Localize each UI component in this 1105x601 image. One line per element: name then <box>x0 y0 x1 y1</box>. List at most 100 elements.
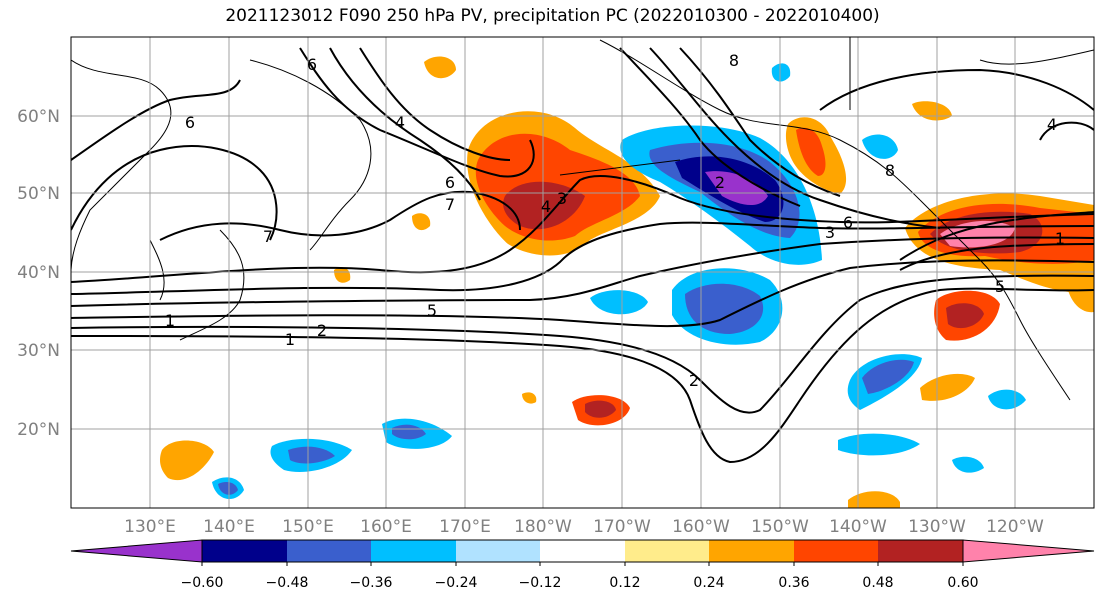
contour-label: 4 <box>541 197 551 216</box>
contour-label: 8 <box>885 161 895 180</box>
pv-contour-3 <box>71 259 1094 328</box>
contour-label: 2 <box>715 173 725 192</box>
coast-japan <box>179 229 245 341</box>
pv-contour-12 <box>679 47 841 197</box>
colorbar-tick-label: −0.60 <box>181 575 224 591</box>
pv-contour-15 <box>71 145 278 241</box>
negative-anomaly-small-1 <box>590 290 648 315</box>
colorbar-segment <box>878 540 963 562</box>
lon-tick-label: 170°E <box>439 517 491 537</box>
negative-anomaly-small-6 <box>862 134 898 159</box>
contour-label: 6 <box>445 173 455 192</box>
lon-tick-label: 170°W <box>593 517 651 537</box>
negative-anomaly-small-4 <box>952 456 984 473</box>
colorbar-tick-label: −0.36 <box>350 575 393 591</box>
contour-label: 1 <box>165 311 175 330</box>
colorbar-segment <box>371 540 456 562</box>
lon-tick-label: 160°W <box>672 517 730 537</box>
lat-tick-label: 60°N <box>17 107 60 127</box>
lon-tick-label: 140°E <box>203 517 255 537</box>
pv-contour-14 <box>71 79 241 161</box>
colorbar-tick-label: 0.24 <box>693 575 724 591</box>
colorbar-tick-label: −0.12 <box>519 575 562 591</box>
negative-anomaly-west-1-core <box>288 446 335 464</box>
map-title: 2021123012 F090 250 hPa PV, precipitatio… <box>225 6 880 26</box>
contour-label: 5 <box>995 277 1005 296</box>
latitude-axis: 60°N 50°N 40°N 30°N 20°N <box>17 107 60 440</box>
coast-korea <box>149 239 165 301</box>
lon-tick-label: 130°E <box>124 517 176 537</box>
positive-anomaly-north-inner <box>503 181 585 230</box>
colorbar-segment <box>540 540 625 562</box>
pv-contour-10 <box>329 47 481 201</box>
lon-tick-label: 150°W <box>751 517 809 537</box>
pv-contour-5 <box>71 221 1094 295</box>
colorbar-tick-label: −0.24 <box>435 575 478 591</box>
contour-label: 6 <box>185 113 195 132</box>
pv-contour-9 <box>359 47 511 161</box>
lat-lon-grid <box>71 37 1094 508</box>
colorbar-segment <box>287 540 371 562</box>
lon-tick-label: 150°E <box>282 517 334 537</box>
pv-contour-11 <box>649 47 941 229</box>
colorbar-extend-low <box>70 539 203 563</box>
contour-label: 8 <box>729 51 739 70</box>
contour-label: 1 <box>285 330 295 349</box>
contour-label: 6 <box>843 213 853 232</box>
contour-label: 7 <box>445 195 455 214</box>
negative-anomaly-center-4 <box>705 171 768 206</box>
pv-contour-19 <box>899 243 1094 271</box>
lon-tick-label: 180°W <box>514 517 572 537</box>
colorbar-tick-label: 0.48 <box>862 575 893 591</box>
pv-contour-6 <box>71 175 1094 283</box>
pv-contour-16 <box>819 68 1094 111</box>
positive-anomaly-small-8 <box>412 213 431 231</box>
pv-contour-1 <box>71 287 1094 464</box>
positive-anomaly-small-9 <box>334 267 351 283</box>
colorbar-frame <box>201 539 964 563</box>
lat-tick-label: 30°N <box>17 341 60 361</box>
lon-tick-label: 140°W <box>829 517 887 537</box>
positive-anomaly-se <box>920 373 975 401</box>
contour-label: 3 <box>557 189 567 208</box>
map-frame <box>70 36 1095 509</box>
positive-anomaly-n3 <box>1066 274 1094 313</box>
negative-anomaly-small-7-core <box>218 482 238 495</box>
lat-tick-label: 50°N <box>17 184 60 204</box>
pv-contour-8 <box>299 47 535 178</box>
coast-alaska <box>599 39 921 201</box>
lon-tick-label: 160°E <box>360 517 412 537</box>
pv-contour-13 <box>619 47 801 207</box>
contour-label: 2 <box>317 321 327 340</box>
colorbar-tick-label: −0.48 <box>266 575 309 591</box>
negative-anomaly-west-2-core <box>392 424 426 440</box>
lon-tick-label: 130°W <box>908 517 966 537</box>
negative-anomaly-small-3 <box>988 389 1026 410</box>
positive-anomaly-tropic-core <box>585 400 616 418</box>
pv-contour-18 <box>899 211 1094 261</box>
colorbar-tick-label: 0.36 <box>778 575 809 591</box>
colorbar-segment <box>456 540 540 562</box>
lat-tick-label: 40°N <box>17 263 60 283</box>
positive-anomaly-mid-core <box>946 303 984 329</box>
positive-anomaly-sw <box>160 440 214 481</box>
contour-label: 4 <box>395 113 405 132</box>
negative-anomaly-se-core <box>862 359 914 394</box>
contour-label: 7 <box>263 227 273 246</box>
colorbar-tick-label: 0.12 <box>609 575 640 591</box>
colorbar-tick-label: 0.60 <box>947 575 978 591</box>
negative-anomaly-subtropic-core <box>685 283 764 334</box>
colorbar: −0.60 −0.48 −0.36 −0.24 −0.12 0.12 0.24 0.36 0.4… <box>70 539 1095 591</box>
colorbar-segment <box>794 540 878 562</box>
contour-label: 5 <box>427 301 437 320</box>
lon-tick-label: 120°W <box>986 517 1044 537</box>
pv-contour-17 <box>1039 121 1094 141</box>
colorbar-segment <box>625 540 709 562</box>
contour-label: 6 <box>307 55 317 74</box>
positive-anomaly-gulf-core <box>796 127 826 176</box>
contour-label: 2 <box>689 371 699 390</box>
coast-kamchatka <box>249 59 372 251</box>
positive-anomaly-small-10 <box>522 392 537 404</box>
